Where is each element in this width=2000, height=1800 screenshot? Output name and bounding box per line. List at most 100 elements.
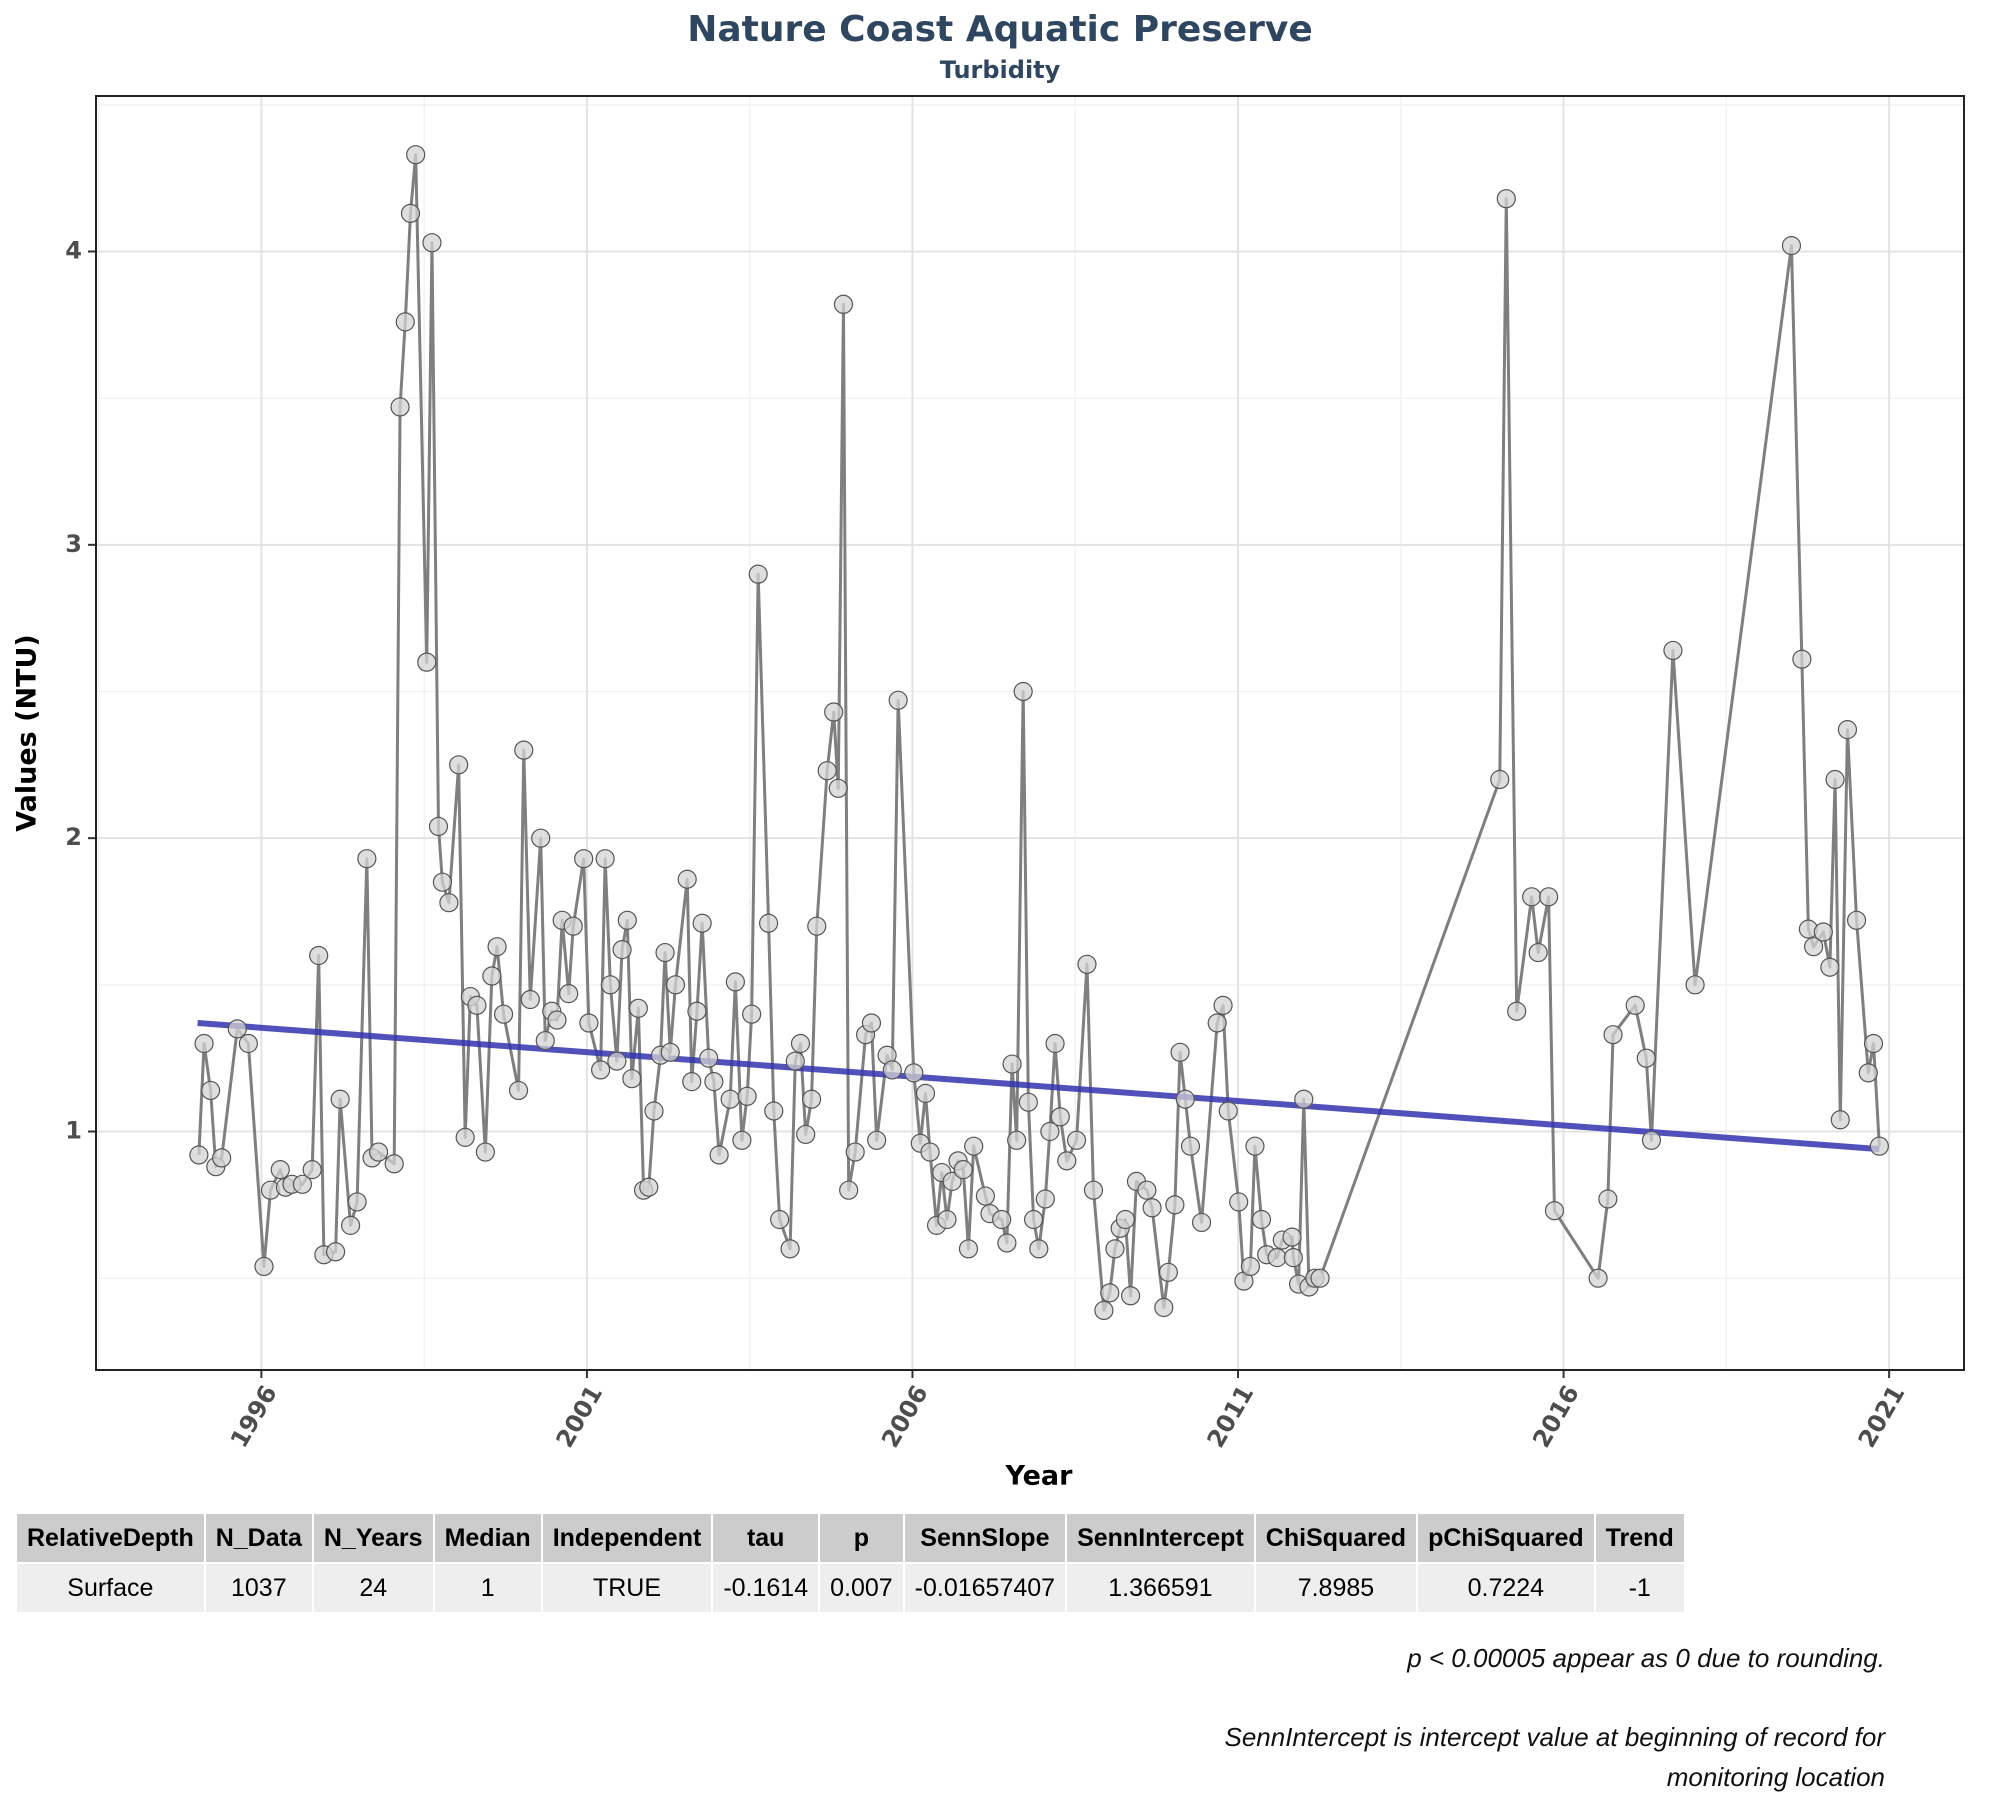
data-point [828,778,848,798]
data-point [699,1048,719,1068]
data-point [330,1089,350,1109]
data-point [1105,1239,1125,1259]
data-point [422,233,442,253]
footnote: SennIntercept is intercept value at begi… [1224,1722,1885,1792]
data-point [1496,189,1516,209]
data-point [1820,957,1840,977]
data-point [1792,649,1812,669]
data-point [1528,942,1548,963]
table-cell: 0.7224 [1416,1562,1596,1614]
data-point [455,1127,475,1147]
data-point [1803,937,1824,957]
stats-table: RelativeDepth N_Data N_Years Median Independ… [15,1512,1686,1614]
data-point [964,1136,984,1156]
data-point [742,1004,762,1024]
data-point [692,913,712,933]
data-point [1538,887,1559,907]
data-point [997,1233,1017,1253]
data-point [1625,995,1645,1015]
x-tick-label: 2016 [1527,1381,1585,1453]
data-point [579,1013,599,1033]
data-point [1245,1136,1265,1156]
data-point [1142,1198,1162,1218]
data-point [888,690,908,710]
data-point [600,975,620,995]
data-point [617,910,637,930]
data-point [1218,1101,1238,1121]
data-point [687,1001,707,1021]
data-point [1213,995,1233,1015]
data-point [1013,681,1033,702]
data-point [432,872,452,892]
data-point [535,1030,555,1051]
data-point [748,564,768,584]
data-point [449,755,469,775]
data-point [1018,1092,1038,1112]
data-point [904,1063,924,1083]
y-tick-label: 3 [65,530,82,558]
data-point [574,849,594,869]
data-point [764,1101,784,1121]
data-point [920,1142,940,1162]
data-point [1830,1110,1850,1130]
data-point [915,1083,936,1103]
data-point [1115,1209,1135,1230]
data-point [340,1215,361,1235]
data-point [1158,1262,1178,1282]
data-point [770,1209,790,1230]
table-cell: -1 [1593,1562,1686,1614]
data-point [758,913,779,933]
data-point [1045,1033,1065,1054]
data-point [1522,887,1542,907]
data-line [197,153,1881,1312]
data-point [785,1051,805,1071]
data-point [1137,1180,1157,1200]
data-point [1869,1136,1889,1156]
data-point [1837,720,1858,740]
data-point [1100,1283,1120,1303]
data-point [270,1160,290,1180]
data-point [607,1051,627,1071]
table-cell: 1037 [203,1562,314,1614]
table-cell: 7.8985 [1253,1562,1419,1614]
data-point [390,397,410,417]
data-point [1507,1001,1527,1021]
data-point [1154,1297,1174,1318]
data-point [975,1186,995,1206]
data-point [1094,1300,1114,1321]
data-point [1240,1256,1260,1277]
data-point [1588,1268,1608,1288]
data-point [595,849,615,869]
data-point [861,1013,882,1033]
column-header: ChiSquared [1253,1512,1419,1564]
data-point [514,740,534,760]
column-header: Independent [540,1512,714,1564]
data-point [1057,1151,1077,1171]
data-point [1283,1248,1303,1268]
table-cell: Surface [15,1562,206,1614]
data-point [953,1160,973,1180]
data-point [384,1154,404,1174]
data-point [725,972,745,992]
data-point [475,1142,495,1162]
data-point [665,975,686,995]
column-header: N_Years [311,1512,435,1564]
data-point [1282,1227,1302,1247]
table-body: Surface 1037 24 1 TRUE -0.1614 0.007 -0.0165740… [15,1562,1686,1614]
table-cell: 0.007 [818,1562,905,1614]
x-tick-label: 2021 [1853,1381,1911,1453]
data-point [1207,1013,1227,1033]
data-point [428,816,449,837]
column-header: p [818,1512,905,1564]
data-point [254,1256,274,1277]
data-point [992,1209,1012,1230]
data-point [1267,1248,1287,1268]
data-point [1007,1130,1027,1150]
data-point [824,702,844,722]
data-point [1175,1089,1195,1109]
data-point [1781,236,1802,256]
data-point [1066,1130,1087,1150]
data-point [1310,1268,1330,1288]
data-point [1029,1239,1049,1259]
